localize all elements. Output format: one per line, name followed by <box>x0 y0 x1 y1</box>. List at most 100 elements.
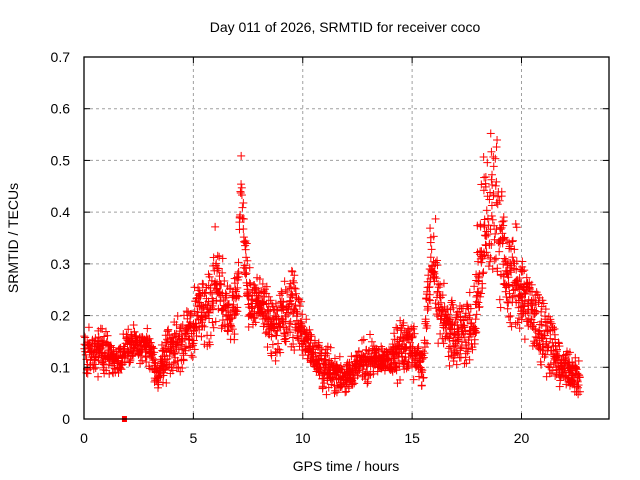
data-point <box>504 298 513 307</box>
data-point <box>541 305 550 314</box>
data-point <box>520 266 529 275</box>
data-point <box>322 390 331 399</box>
data-point <box>347 352 356 361</box>
data-point <box>242 253 251 262</box>
data-point <box>94 333 103 342</box>
data-point <box>148 350 157 359</box>
data-point <box>518 267 527 276</box>
data-point <box>561 354 570 363</box>
data-point <box>306 330 315 339</box>
data-point <box>565 348 574 357</box>
y-tick-label: 0.4 <box>51 204 71 220</box>
data-point <box>471 324 480 333</box>
data-point <box>423 305 432 314</box>
data-point <box>177 337 186 346</box>
data-point <box>402 357 411 366</box>
data-point <box>164 325 173 334</box>
data-point <box>209 253 218 262</box>
data-point <box>509 286 518 295</box>
data-point <box>518 296 527 305</box>
data-point <box>508 236 517 245</box>
data-point <box>477 258 486 267</box>
data-point <box>444 352 453 361</box>
data-point <box>170 350 179 359</box>
data-point <box>124 325 133 334</box>
data-point <box>447 298 456 307</box>
data-point <box>432 274 441 283</box>
data-point <box>475 270 484 279</box>
chart-title: Day 011 of 2026, SRMTID for receiver coc… <box>210 19 481 35</box>
data-point <box>420 349 429 358</box>
data-point <box>162 378 171 387</box>
data-point <box>165 352 174 361</box>
data-point <box>162 347 171 356</box>
data-point <box>143 324 152 333</box>
data-point <box>393 324 402 333</box>
data-point <box>474 303 483 312</box>
data-point <box>104 360 113 369</box>
data-point <box>419 373 428 382</box>
data-point <box>224 327 233 336</box>
data-point <box>550 330 559 339</box>
data-point <box>478 284 487 293</box>
data-point <box>427 245 436 254</box>
data-point <box>197 332 206 341</box>
data-point <box>283 287 292 296</box>
data-point <box>211 222 220 231</box>
data-point <box>439 279 448 288</box>
data-point <box>465 355 474 364</box>
data-point <box>481 182 490 191</box>
data-point <box>541 350 550 359</box>
data-point <box>314 338 323 347</box>
data-point <box>390 364 399 373</box>
data-point <box>489 162 498 171</box>
data-point <box>211 317 220 326</box>
data-point <box>275 291 284 300</box>
data-point <box>128 351 137 360</box>
data-point <box>499 235 508 244</box>
data-point <box>462 359 471 368</box>
data-point <box>501 255 510 264</box>
data-point <box>472 310 481 319</box>
data-point <box>492 254 501 263</box>
data-point <box>294 295 303 304</box>
data-point <box>314 367 323 376</box>
data-point <box>517 315 526 324</box>
data-point <box>100 332 109 341</box>
data-point <box>513 318 522 327</box>
data-point <box>473 287 482 296</box>
data-point <box>239 233 248 242</box>
data-point <box>292 307 301 316</box>
data-point <box>310 336 319 345</box>
data-point <box>258 279 267 288</box>
data-point <box>409 322 418 331</box>
data-point <box>466 304 475 313</box>
data-point <box>423 321 432 330</box>
data-point <box>84 341 93 350</box>
data-point <box>470 339 479 348</box>
data-point <box>511 219 520 228</box>
data-point <box>239 198 248 207</box>
data-point <box>297 332 306 341</box>
data-point <box>541 331 550 340</box>
data-point <box>523 279 532 288</box>
data-point <box>546 334 555 343</box>
data-point <box>105 369 114 378</box>
data-point <box>234 268 243 277</box>
data-point <box>430 272 439 281</box>
data-point <box>401 344 410 353</box>
data-point <box>507 322 516 331</box>
data-point <box>499 221 508 230</box>
data-point <box>396 375 405 384</box>
data-point <box>332 388 341 397</box>
data-point <box>500 254 509 263</box>
data-point <box>234 292 243 301</box>
data-point <box>192 311 201 320</box>
data-point <box>483 158 492 167</box>
data-point <box>424 304 433 313</box>
data-point <box>236 187 245 196</box>
data-point <box>505 238 514 247</box>
data-point <box>491 229 500 238</box>
y-tick-label: 0.2 <box>51 308 71 324</box>
data-point <box>168 366 177 375</box>
